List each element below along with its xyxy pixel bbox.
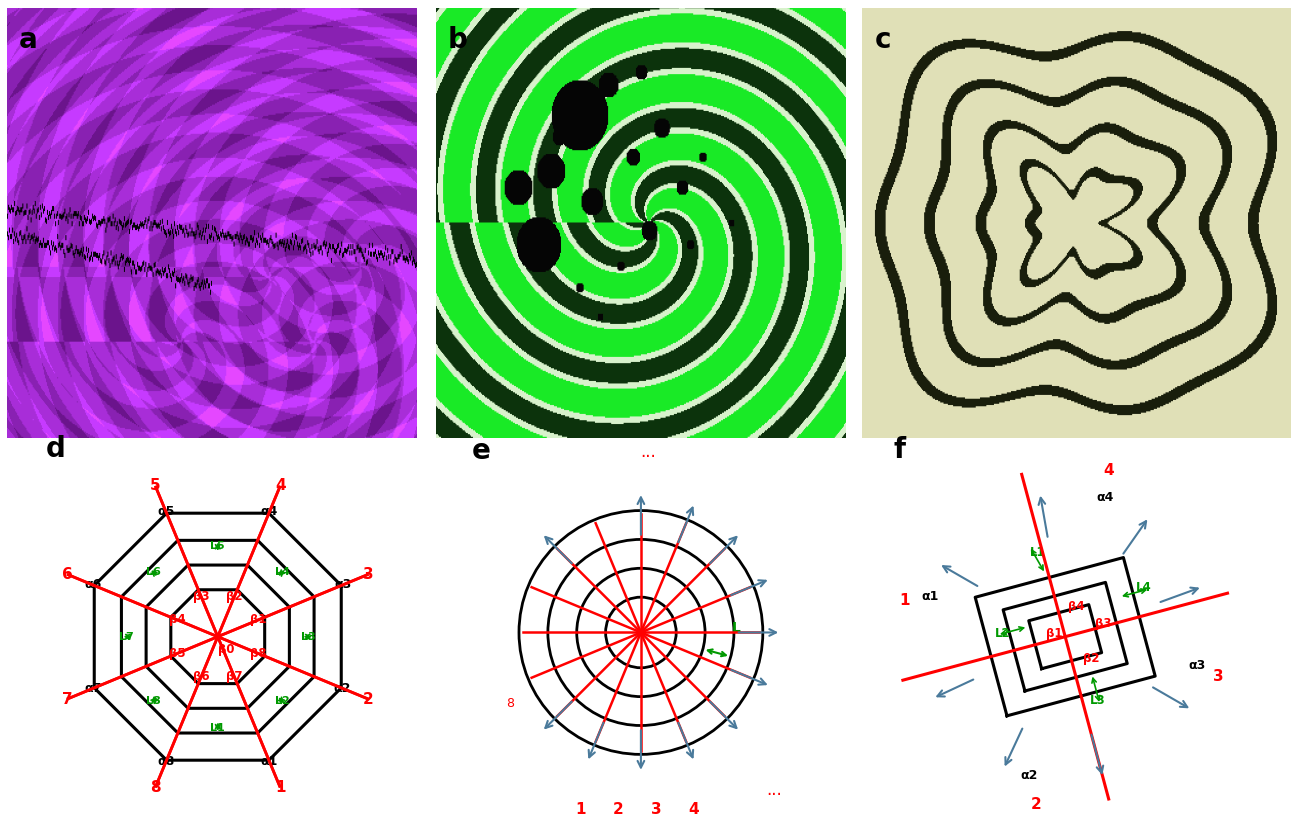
Text: L1: L1 (211, 722, 225, 732)
Text: L7: L7 (120, 632, 134, 641)
Text: L2: L2 (996, 626, 1011, 640)
Text: β4: β4 (169, 614, 186, 626)
Text: L: L (732, 620, 741, 635)
Text: 1: 1 (276, 780, 286, 795)
Text: L8: L8 (146, 696, 161, 706)
Text: L6: L6 (146, 568, 161, 578)
Text: β5: β5 (169, 647, 186, 660)
Text: L5: L5 (211, 541, 225, 551)
Text: L4: L4 (1136, 580, 1152, 594)
Text: 4: 4 (689, 802, 699, 817)
Text: 6: 6 (61, 567, 73, 582)
Text: d: d (46, 435, 65, 463)
Text: α5: α5 (157, 505, 174, 519)
Text: 2: 2 (612, 802, 624, 817)
Text: a: a (18, 26, 38, 53)
Text: e: e (472, 438, 491, 465)
Text: L3: L3 (1091, 695, 1106, 707)
Text: β0: β0 (218, 643, 234, 655)
Text: α1: α1 (922, 590, 939, 603)
Text: α8: α8 (157, 755, 174, 768)
Text: L4: L4 (274, 568, 290, 578)
Text: β1: β1 (250, 614, 266, 626)
Text: β8: β8 (250, 647, 266, 660)
Text: 4: 4 (1104, 463, 1114, 478)
Text: α3: α3 (334, 579, 351, 591)
Text: α3: α3 (1188, 660, 1205, 672)
Text: α7: α7 (84, 682, 101, 695)
Text: 2: 2 (1031, 797, 1041, 812)
Text: β4: β4 (1067, 600, 1084, 613)
Text: α4: α4 (261, 505, 278, 519)
Text: b: b (447, 26, 468, 53)
Text: β2: β2 (226, 590, 243, 603)
Text: 3: 3 (1213, 670, 1223, 685)
Text: L1: L1 (1030, 546, 1045, 559)
Text: 7: 7 (61, 691, 73, 706)
Text: 3: 3 (651, 802, 662, 817)
Text: 5: 5 (150, 478, 161, 493)
Text: β1: β1 (1046, 626, 1062, 640)
Text: 8: 8 (506, 696, 514, 710)
Text: 8: 8 (150, 780, 161, 795)
Text: L2: L2 (274, 696, 290, 706)
Text: c: c (875, 26, 892, 53)
Text: 3: 3 (363, 567, 374, 582)
Text: ...: ... (640, 443, 655, 461)
Text: α1: α1 (261, 755, 278, 768)
Text: α2: α2 (334, 682, 351, 695)
Text: β2: β2 (1083, 652, 1098, 665)
Text: β3: β3 (1095, 617, 1112, 630)
Text: L3: L3 (302, 632, 316, 641)
Text: β3: β3 (192, 590, 209, 603)
Text: α4: α4 (1097, 491, 1114, 504)
Text: 2: 2 (363, 691, 374, 706)
Text: ...: ... (767, 781, 783, 798)
Text: β7: β7 (226, 671, 243, 684)
Text: α2: α2 (1020, 769, 1037, 782)
Text: f: f (893, 436, 906, 463)
Text: 4: 4 (274, 478, 286, 493)
Text: 1: 1 (575, 802, 585, 817)
Text: 1: 1 (900, 593, 910, 608)
Text: β6: β6 (192, 671, 209, 684)
Text: α6: α6 (84, 579, 101, 591)
